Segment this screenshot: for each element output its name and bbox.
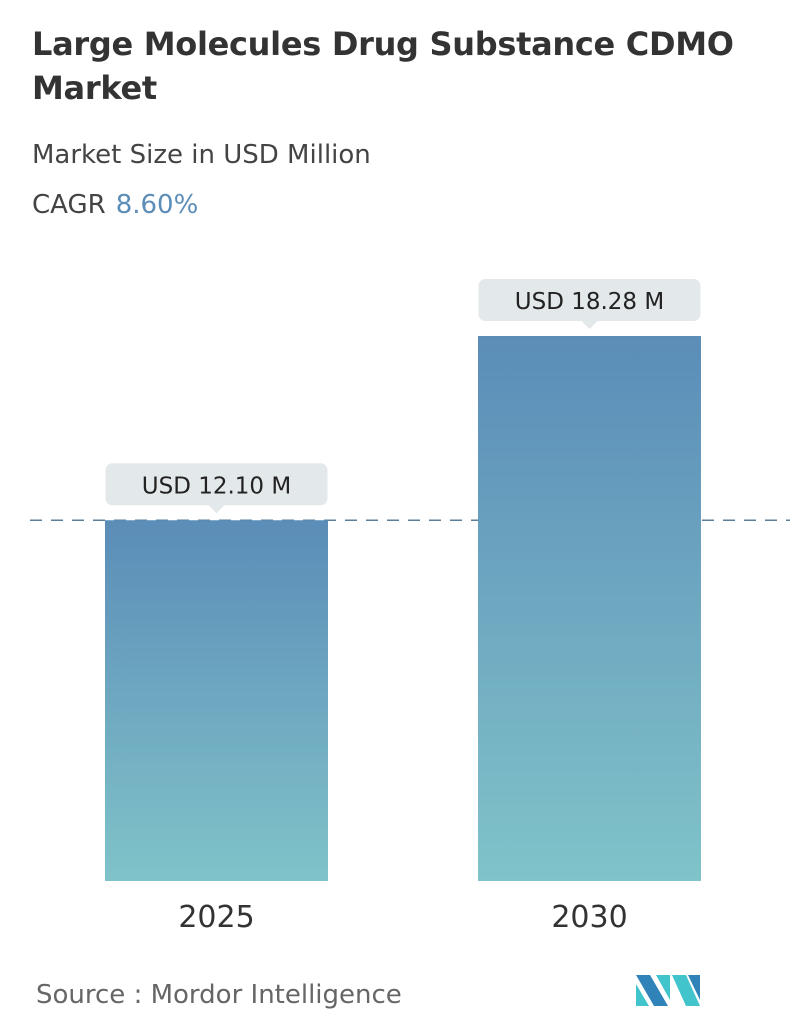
bar-2030 — [478, 336, 701, 881]
data-label-bg — [478, 279, 701, 321]
source-text: Source : Mordor Intelligence — [36, 980, 402, 1010]
chart-subtitle: Market Size in USD Million — [32, 140, 371, 170]
x-tick-label: 2030 — [551, 900, 627, 935]
cagr: CAGR 8.60% — [32, 190, 198, 220]
bar-2025 — [105, 520, 328, 881]
data-label-pointer — [208, 505, 225, 514]
cagr-value: 8.60% — [115, 190, 199, 220]
data-label-pointer — [581, 321, 598, 329]
data-label-bg — [105, 463, 328, 506]
data-label: USD 18.28 M — [515, 289, 664, 315]
data-label: USD 12.10 M — [142, 473, 291, 499]
x-tick-label: 2025 — [178, 900, 254, 935]
cagr-label: CAGR — [32, 190, 106, 220]
chart-title: Large Molecules Drug Substance CDMO Mark… — [32, 25, 734, 107]
